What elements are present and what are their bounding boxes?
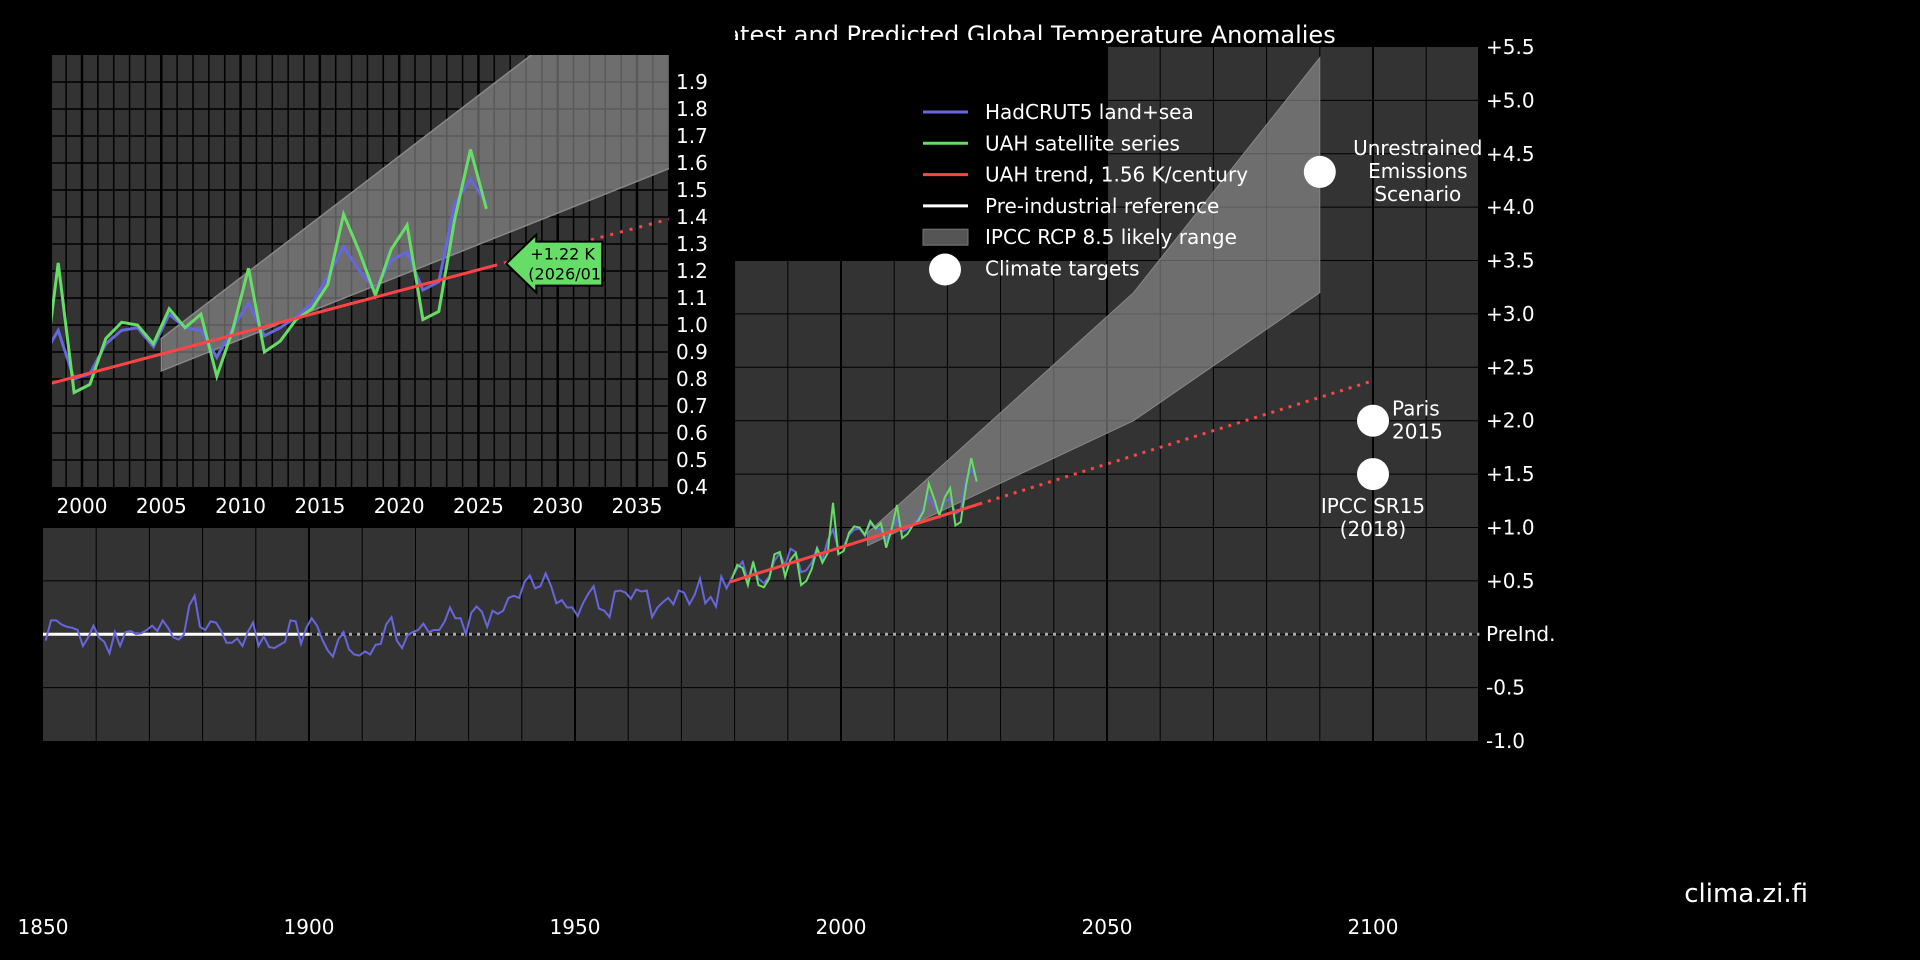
inset-x-tick-label: 2005 [136, 494, 187, 518]
inset-ipcc-band [160, 55, 669, 373]
uah-line [730, 457, 978, 589]
inset-x-tick-label: 2020 [374, 494, 425, 518]
climate-target-marker [1303, 155, 1336, 188]
x-tick-label: 1850 [18, 915, 69, 939]
inset-y-tick-label: 1.6 [676, 151, 708, 175]
legend-backdrop [735, 40, 1106, 261]
climate-target-label: Unrestrained [1353, 136, 1482, 160]
inset-x-tick-label: 2010 [215, 494, 266, 518]
x-tick-label: 2100 [1348, 915, 1399, 939]
climate-target-label: IPCC SR15 [1321, 494, 1425, 518]
inset-x-tick-label: 2015 [294, 494, 345, 518]
x-tick-label: 1950 [550, 915, 601, 939]
ipcc-band [867, 56, 1321, 547]
climate-target-marker [1357, 404, 1389, 437]
climate-target-marker [1357, 458, 1389, 491]
y-tick-label: +2.5 [1486, 355, 1535, 379]
inset-y-tick-label: 1.4 [676, 205, 708, 229]
inset-x-tick-label: 2025 [453, 494, 504, 518]
inset-y-tick-label: 0.6 [676, 421, 708, 445]
annotation-arrow [504, 232, 604, 295]
y-tick-label: +1.5 [1486, 462, 1535, 486]
legend-label: Climate targets [985, 257, 1140, 281]
climate-target-label: Emissions [1368, 159, 1467, 183]
inset-y-tick-label: 1.3 [676, 232, 708, 256]
x-tick-label: 2050 [1082, 915, 1133, 939]
legend-swatch-patch [922, 228, 969, 246]
annotation-label: +1.22 K [530, 245, 595, 264]
y-tick-label: -0.5 [1486, 676, 1525, 700]
inset-y-tick-label: 0.9 [676, 340, 708, 364]
y-tick-label: +3.0 [1486, 302, 1535, 326]
inset-y-tick-label: 0.7 [676, 394, 708, 418]
legend-label: UAH trend, 1.56 K/century [985, 163, 1248, 187]
watermark: clima.zi.fi [1684, 879, 1808, 909]
y-tick-label: +2.0 [1486, 409, 1535, 433]
climate-target-label: 2015 [1392, 420, 1443, 444]
inset-trend-line [52, 264, 495, 385]
inset-y-tick-label: 1.9 [676, 70, 708, 94]
inset-x-tick-label: 2030 [532, 494, 583, 518]
inset-x-tick-label: 2000 [57, 494, 108, 518]
legend-label: IPCC RCP 8.5 likely range [985, 225, 1237, 249]
y-tick-label: -1.0 [1486, 729, 1525, 753]
y-tick-label: +5.5 [1486, 35, 1535, 59]
climate-target-label: Scenario [1374, 182, 1461, 206]
inset-y-tick-label: 0.5 [676, 448, 708, 472]
legend: HadCRUT5 land+sea UAH satellite series UAH… [922, 100, 1248, 286]
legend-swatch-dot [929, 253, 961, 286]
y-tick-label: +4.5 [1486, 142, 1535, 166]
hadcrut5-line [44, 467, 978, 659]
legend-label: Pre-industrial reference [985, 194, 1219, 218]
climate-target-label: (2018) [1340, 517, 1407, 541]
annotation-label: (2026/01) [528, 265, 607, 284]
x-tick-label: 1900 [284, 915, 335, 939]
inset-y-tick-label: 1.5 [676, 178, 708, 202]
legend-label: UAH satellite series [985, 131, 1180, 155]
climate-target-label: Paris [1392, 397, 1440, 421]
y-tick-label: +4.0 [1486, 195, 1535, 219]
inset-x-tick-label: 2035 [612, 494, 663, 518]
inset-y-tick-label: 1.1 [676, 286, 708, 310]
uah-trend-projection [978, 379, 1374, 506]
inset-y-tick-label: 1.0 [676, 313, 708, 337]
y-tick-label: +0.5 [1486, 569, 1535, 593]
y-tick-label: PreInd. [1486, 622, 1555, 646]
inset-y-tick-label: 0.8 [676, 367, 708, 391]
inset-y-tick-label: 1.2 [676, 259, 708, 283]
y-tick-label: +5.0 [1486, 88, 1535, 112]
y-tick-label: +3.5 [1486, 249, 1535, 273]
inset-y-tick-label: 1.7 [676, 124, 708, 148]
inset-plot: +1.22 K(2026/01) 2000 2005 2010 2015 2020 2025… [52, 55, 708, 518]
x-tick-label: 2000 [816, 915, 867, 939]
inset-y-tick-label: 0.4 [676, 475, 708, 499]
uah-trend-line [728, 502, 980, 584]
y-tick-label: +1.0 [1486, 515, 1535, 539]
inset-y-tick-label: 1.8 [676, 97, 708, 121]
inset-uah-line [52, 149, 488, 395]
legend-label: HadCRUT5 land+sea [985, 100, 1194, 124]
